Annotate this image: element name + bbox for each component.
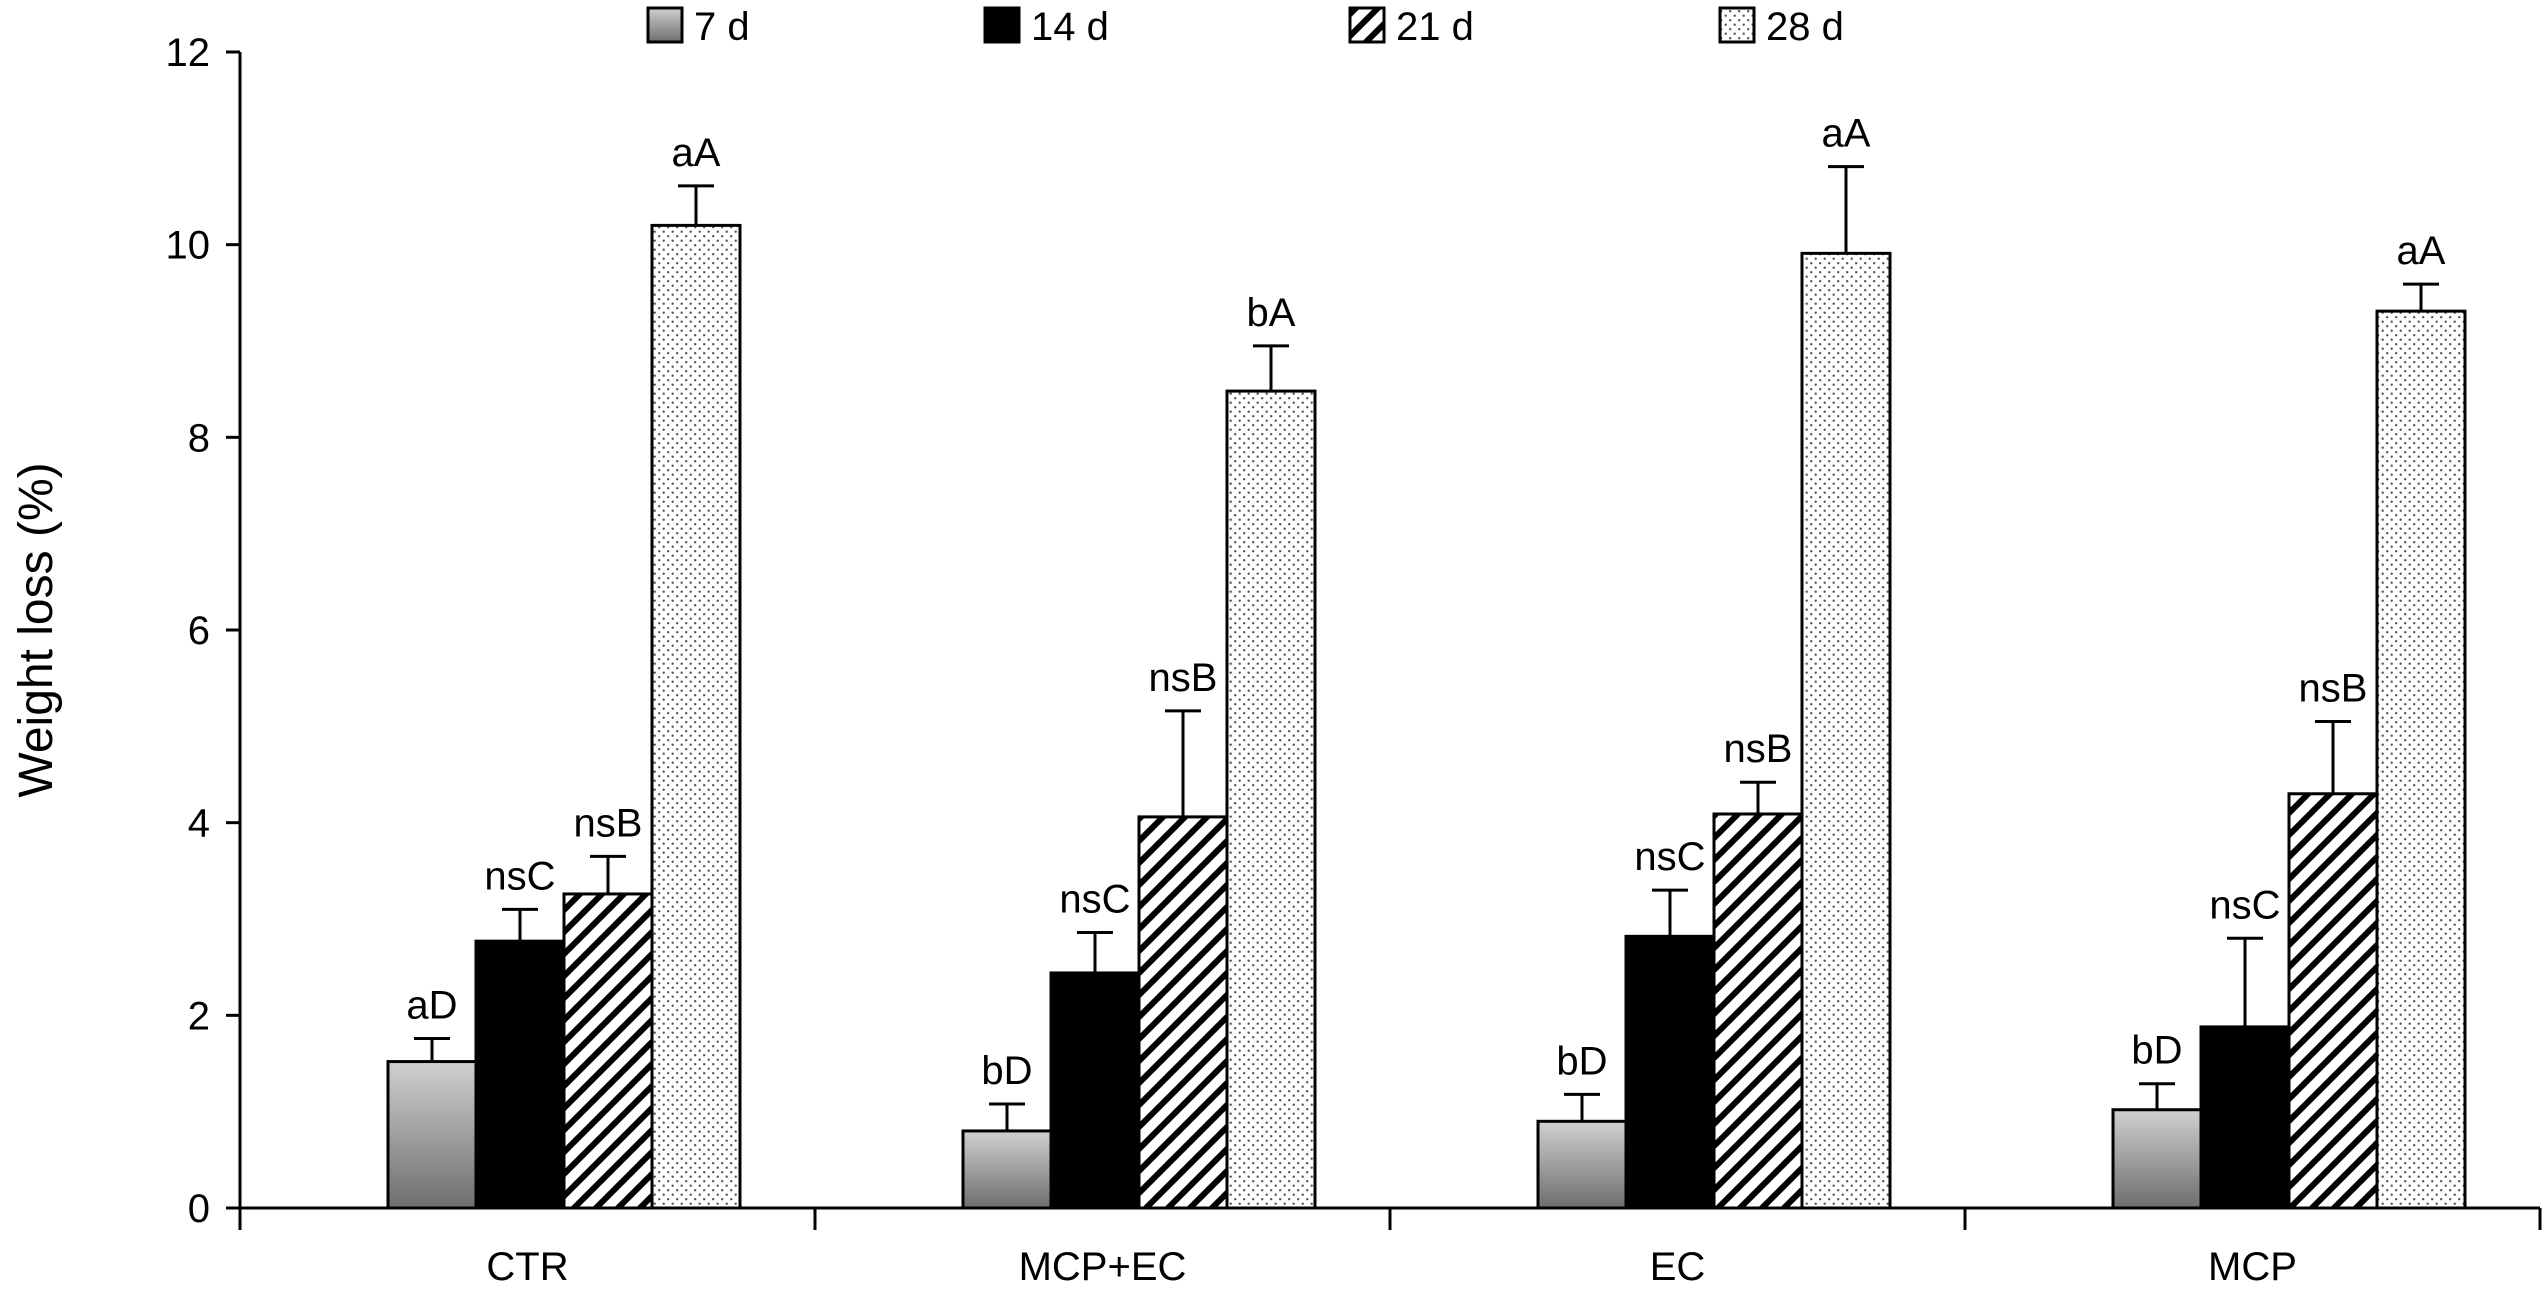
bar-7d-MCP [2111,1108,2203,1210]
legend-swatch-7d [646,6,684,44]
bar-28d-MCP [2375,309,2467,1210]
y-tick-label: 8 [188,416,210,460]
significance-label: aA [1822,112,1871,156]
y-tick-label: 4 [188,802,210,846]
bar-14d-MCP [2199,1025,2291,1210]
bar-14d-CTR [474,939,566,1210]
significance-label: nsC [1634,835,1705,879]
labels: 0 2 4 6 8 10 12 Weight loss (%) CTR aD nsC nsB aA MCP… [10,31,2446,1289]
bars [386,165,2467,1210]
category-label: MCP+EC [1019,1245,1187,1289]
significance-label: aA [672,131,721,175]
legend-label: 28 d [1766,5,1844,49]
significance-label: nsB [1724,727,1793,771]
bar-7d-CTR [386,1060,478,1210]
significance-label: bD [2131,1029,2182,1073]
bar-21d-EC [1712,812,1804,1210]
significance-label: nsC [484,854,555,898]
bar-28d-MCP+EC [1225,389,1317,1210]
significance-label: nsC [2209,883,2280,927]
y-tick-label: 10 [166,224,211,268]
bar-21d-MCP [2287,792,2379,1210]
significance-label: bA [1247,291,1296,335]
bar-14d-MCP+EC [1049,971,1141,1210]
legend: 7 d 14 d 21 d 28 d [646,5,1844,49]
y-tick-label: 6 [188,609,210,653]
bar-7d-EC [1536,1119,1628,1210]
bar-28d-CTR [650,223,742,1210]
bar-21d-CTR [562,892,654,1210]
legend-swatch-28d [1718,6,1756,44]
legend-swatch-21d [1348,6,1386,44]
significance-label: nsB [574,801,643,845]
category-label: EC [1650,1245,1706,1289]
bar-28d-EC [1800,251,1892,1210]
bar-21d-MCP+EC [1137,815,1229,1210]
legend-label: 7 d [694,5,750,49]
category-label: CTR [486,1245,568,1289]
legend-swatch-14d [983,6,1021,44]
significance-label: nsC [1059,877,1130,921]
significance-label: aD [406,983,457,1027]
legend-label: 21 d [1396,5,1474,49]
y-axis-title: Weight loss (%) [10,462,63,797]
y-tick-label: 0 [188,1187,210,1231]
bar-14d-EC [1624,934,1716,1210]
significance-label: aA [2397,229,2446,273]
significance-label: bD [1556,1039,1607,1083]
y-tick-label: 2 [188,994,210,1038]
significance-label: nsB [2299,667,2368,711]
bar-7d-MCP+EC [961,1129,1053,1210]
significance-label: nsB [1149,656,1218,700]
significance-label: bD [981,1049,1032,1093]
y-tick-label: 12 [166,31,211,75]
category-label: MCP [2208,1245,2297,1289]
legend-label: 14 d [1031,5,1109,49]
